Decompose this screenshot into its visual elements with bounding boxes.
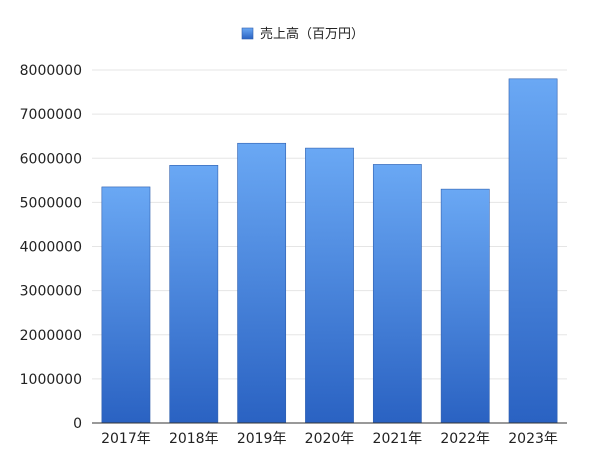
y-tick-label: 2000000 <box>20 328 82 344</box>
y-tick-label: 7000000 <box>20 107 82 123</box>
y-tick-label: 1000000 <box>20 372 82 388</box>
bar <box>237 142 287 424</box>
x-axis-tick-labels: 2017年 2018年 2019年 2020年 2021年 2022年 2023年 <box>101 431 558 447</box>
x-tick-label: 2017年 <box>101 431 151 447</box>
bar <box>101 186 151 424</box>
x-tick-label: 2020年 <box>305 431 355 447</box>
y-tick-label: 4000000 <box>20 240 82 256</box>
y-tick-label: 0 <box>73 416 82 432</box>
bar <box>169 165 219 424</box>
bars <box>101 78 558 424</box>
bar <box>305 147 354 424</box>
y-axis-tick-labels: 0 1000000 2000000 3000000 4000000 5000000 6000… <box>20 63 82 432</box>
x-tick-label: 2021年 <box>373 431 423 447</box>
legend-label: 売上高（百万円） <box>260 26 364 42</box>
y-tick-label: 6000000 <box>20 151 82 167</box>
legend: 売上高（百万円） <box>241 26 364 42</box>
bar <box>372 164 422 424</box>
x-tick-label: 2019年 <box>237 431 287 447</box>
y-tick-label: 3000000 <box>20 284 82 300</box>
x-tick-label: 2018年 <box>169 431 219 447</box>
x-tick-label: 2022年 <box>440 431 490 447</box>
bar <box>508 78 558 424</box>
y-tick-label: 5000000 <box>20 195 82 211</box>
x-tick-label: 2023年 <box>508 431 558 447</box>
y-tick-label: 8000000 <box>20 63 82 79</box>
bar <box>440 188 490 424</box>
legend-swatch <box>241 27 254 40</box>
